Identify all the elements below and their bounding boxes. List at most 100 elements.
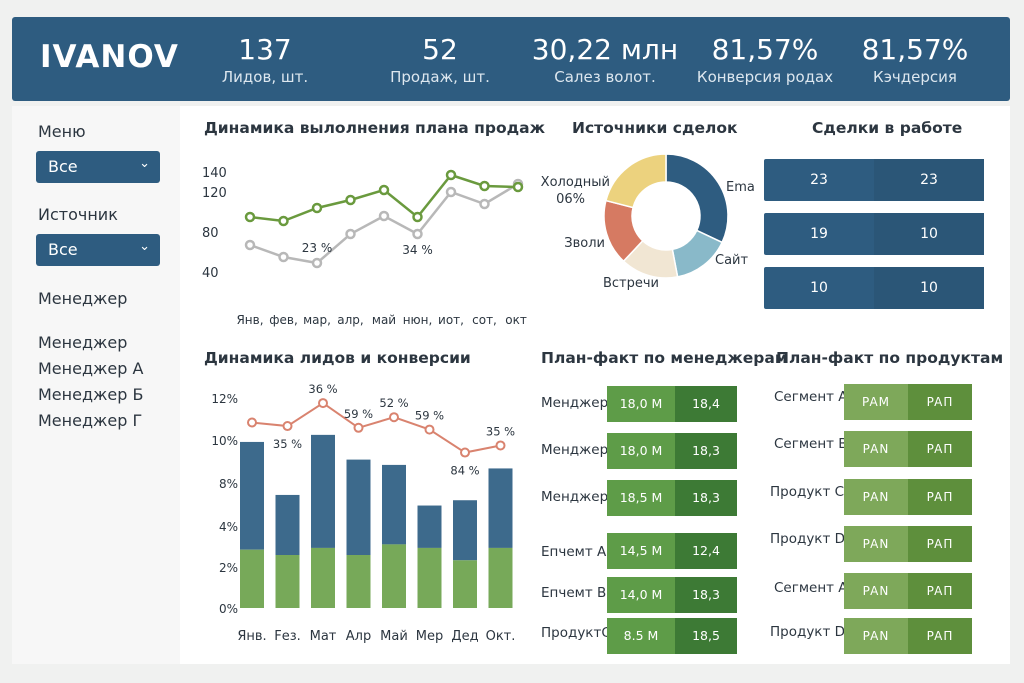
chevron-down-icon: ⌄ <box>139 239 150 254</box>
bar-top-segment <box>275 494 300 555</box>
manager-row: 18,0 М 18,3 <box>607 433 737 469</box>
x-tick-label: иот, <box>438 313 464 327</box>
bar-top-segment <box>311 434 335 548</box>
dropdown-value: Все <box>48 157 78 176</box>
fact-value: 12,4 <box>675 533 737 569</box>
manager-row: 8.5 М 18,5 <box>607 618 737 654</box>
data-label: 59 % <box>344 407 373 421</box>
bar-base-segment <box>240 549 264 608</box>
conversion-line <box>251 401 501 454</box>
x-tick-label: нюн, <box>403 313 433 327</box>
products-plan-title: План-факт по продуктам <box>776 349 1004 367</box>
fact-value: 18,4 <box>675 386 737 422</box>
data-label: 23 % <box>302 241 333 255</box>
deal-row: 23 23 <box>764 159 984 201</box>
kpi-header: IVANOV 137 Лидов, шт. 52 Продаж, шт. 30,… <box>12 17 1010 101</box>
kpi-value: 81,57% <box>861 33 969 66</box>
y-tick-label: 10% <box>211 434 238 448</box>
x-tick-label: Янв, <box>236 313 263 327</box>
x-tick-label: Мер <box>416 629 443 644</box>
menu-filter-dropdown[interactable]: Все ⌄ <box>36 151 160 183</box>
y-tick-label: 12% <box>211 392 238 406</box>
data-label: 35 % <box>486 424 515 438</box>
product-row: PAM PAП <box>844 384 972 420</box>
data-point-plan <box>311 202 323 214</box>
deal-row: 19 10 <box>764 213 984 255</box>
conversion-point <box>495 440 506 451</box>
data-point-plan <box>412 211 423 223</box>
product-row: PAN PAП <box>844 431 972 467</box>
data-label: 52 % <box>379 396 408 410</box>
product-row: PAN PAП <box>844 526 972 562</box>
kpi-label: Лидов, шт. <box>221 68 309 86</box>
bar-base-segment <box>311 547 335 608</box>
manager-row: 14,5 М 12,4 <box>607 533 737 569</box>
product-plan-value: PAN <box>844 526 908 562</box>
manager-list-item[interactable]: Менеджер <box>38 333 128 352</box>
product-plan-value: PAN <box>844 573 908 609</box>
bar-base-segment <box>275 555 300 608</box>
pie-slice <box>665 153 729 244</box>
source-filter-dropdown[interactable]: Все ⌄ <box>36 234 160 266</box>
conversion-point <box>389 412 399 423</box>
x-tick-label: Дед <box>451 629 478 644</box>
kpi-label: Салез волот. <box>554 68 656 86</box>
y-tick-label: 0% <box>219 602 238 616</box>
product-fact-value: PAП <box>908 384 972 420</box>
filter-sidebar: Меню Все ⌄ Источник Все ⌄ Менеджер Менед… <box>12 106 180 664</box>
sales-plan-title: Динамика вылолнения плана продаж <box>204 119 545 137</box>
plan-value: 14,5 М <box>607 533 675 569</box>
conversion-point <box>318 398 328 409</box>
y-tick-label: 140 <box>202 166 227 181</box>
data-point-fact <box>311 257 323 269</box>
x-tick-label: фев, <box>269 313 298 327</box>
leads-title: Динамика лидов и конверсии <box>204 349 471 367</box>
conversion-point <box>353 422 364 433</box>
data-point-plan <box>244 211 256 223</box>
data-point-plan <box>378 184 390 196</box>
kpi-conversion: 81,57% Конверсия родах <box>680 33 850 87</box>
conversion-point <box>424 424 435 435</box>
slice-label: Холодный <box>541 175 610 190</box>
product-row-label: Продукт С <box>770 484 845 500</box>
conversion-point <box>247 417 257 428</box>
y-tick-label: 80 <box>202 226 219 241</box>
plan-value: 8.5 М <box>607 618 675 654</box>
data-label: 35 % <box>273 437 302 451</box>
x-tick-label: Алр <box>346 629 371 644</box>
product-row-label: Продукт D <box>770 624 846 640</box>
manager-row: 14,0 М 18,3 <box>607 577 737 613</box>
product-plan-value: PAN <box>844 479 908 515</box>
leads-conversion-chart: 0% 2% 4% 8% 10% 12% Янв. Fез. Мат Алр Май Мер Дед Окт… <box>211 382 515 644</box>
kpi-value: 137 <box>238 33 292 66</box>
data-point-plan <box>479 180 490 192</box>
product-fact-value: PAП <box>908 431 972 467</box>
data-point-fact <box>412 228 423 240</box>
slice-label: Сайт <box>715 253 748 268</box>
sales-plan-chart: 40 80 120 140 Янв, фев, мар, алр, май нюн, иот, сот… <box>202 166 528 327</box>
bar-base-segment <box>417 547 442 608</box>
manager-list-item[interactable]: Менеджер Б <box>38 385 144 404</box>
bar-base-segment <box>382 544 406 608</box>
product-plan-value: PAN <box>844 431 908 467</box>
kpi-conversion-2: 81,57% Кэчдерсия <box>830 33 1000 87</box>
dashboard-panel: Меню Все ⌄ Источник Все ⌄ Менеджер Менед… <box>12 106 1010 664</box>
kpi-label: Кэчдерсия <box>873 68 957 86</box>
series-line-fact <box>249 182 519 265</box>
product-row-label: Сегмент А <box>774 580 848 596</box>
menu-filter-label: Меню <box>38 122 86 141</box>
y-tick-label: 2% <box>219 561 238 575</box>
manager-list-item[interactable]: Менеджер А <box>38 359 144 378</box>
x-tick-label: Май <box>380 629 408 644</box>
kpi-value: 81,57% <box>711 33 819 66</box>
chevron-down-icon: ⌄ <box>139 156 150 171</box>
y-tick-label: 40 <box>202 266 219 281</box>
fact-value: 18,3 <box>675 480 737 516</box>
bar-top-segment <box>417 505 442 548</box>
data-point-plan <box>512 181 524 193</box>
y-tick-label: 120 <box>202 186 227 201</box>
kpi-leads: 137 Лидов, шт. <box>180 33 350 87</box>
kpi-label: Конверсия родах <box>696 68 834 86</box>
manager-list-item[interactable]: Менеджер Г <box>38 411 143 430</box>
product-row-label: Продукт D <box>770 531 846 547</box>
